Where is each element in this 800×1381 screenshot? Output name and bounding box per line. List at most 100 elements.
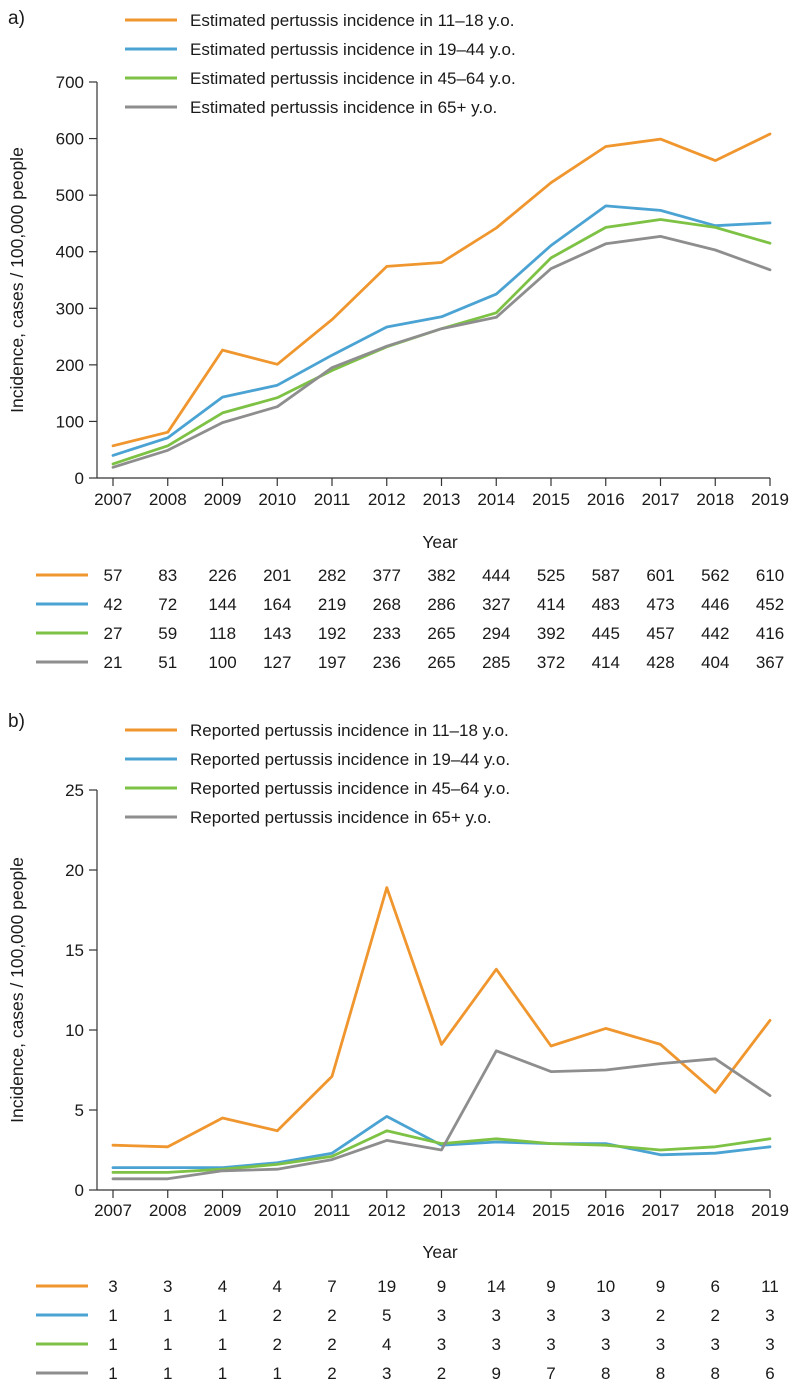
table-cell: 444 bbox=[482, 566, 510, 585]
x-tick-label: 2015 bbox=[532, 490, 570, 509]
table-cell: 57 bbox=[104, 566, 123, 585]
table-cell: 201 bbox=[263, 566, 291, 585]
x-tick-label: 2018 bbox=[696, 490, 734, 509]
x-tick-label: 2007 bbox=[94, 490, 132, 509]
table-cell: 446 bbox=[701, 595, 729, 614]
table-cell: 51 bbox=[158, 653, 177, 672]
series-line-s4564 bbox=[111, 1129, 772, 1174]
table-cell: 118 bbox=[209, 624, 236, 643]
table-cell: 127 bbox=[263, 653, 291, 672]
legend-label: Reported pertussis incidence in 45–64 y.… bbox=[190, 779, 510, 798]
table-cell: 483 bbox=[592, 595, 620, 614]
table-cell: 3 bbox=[765, 1306, 774, 1325]
chart-panel-a: a) 0 100 200 300 400 500 600 700 2007 2008 2009 2010… bbox=[7, 8, 789, 672]
table-cell: 6 bbox=[711, 1277, 720, 1296]
x-tick-label: 2009 bbox=[204, 1201, 242, 1220]
y-tick-label: 600 bbox=[56, 130, 84, 149]
y-tick-label: 15 bbox=[65, 941, 84, 960]
table-cell: 4 bbox=[382, 1335, 391, 1354]
x-tick-label: 2010 bbox=[258, 490, 296, 509]
series-line-s65 bbox=[111, 1049, 772, 1181]
x-tick-label: 2014 bbox=[477, 1201, 515, 1220]
legend-label: Estimated pertussis incidence in 11–18 y… bbox=[190, 11, 514, 30]
legend-label: Estimated pertussis incidence in 65+ y.o… bbox=[190, 98, 497, 117]
table-cell: 9 bbox=[492, 1364, 501, 1381]
table-cell: 382 bbox=[427, 566, 455, 585]
table-cell: 3 bbox=[601, 1306, 610, 1325]
table-cell: 457 bbox=[646, 624, 674, 643]
x-tick-label: 2014 bbox=[477, 490, 515, 509]
legend-label: Reported pertussis incidence in 11–18 y.… bbox=[190, 721, 509, 740]
series-line-s1118 bbox=[111, 886, 772, 1149]
table-cell: 11 bbox=[761, 1277, 779, 1296]
table-cell: 601 bbox=[646, 566, 674, 585]
table-cell: 21 bbox=[104, 653, 123, 672]
x-tick-label: 2019 bbox=[751, 1201, 789, 1220]
table-cell: 1 bbox=[218, 1364, 227, 1381]
y-tick-label: 25 bbox=[65, 781, 84, 800]
table-cell: 197 bbox=[318, 653, 346, 672]
series-line-s1944 bbox=[111, 1115, 772, 1169]
x-tick-label: 2009 bbox=[204, 490, 242, 509]
table-cell: 42 bbox=[104, 595, 123, 614]
table-cell: 2 bbox=[327, 1364, 336, 1381]
legend-label: Reported pertussis incidence in 65+ y.o. bbox=[190, 808, 492, 827]
table-cell: 4 bbox=[273, 1277, 282, 1296]
y-tick-label: 700 bbox=[56, 73, 84, 92]
table-cell: 3 bbox=[163, 1277, 172, 1296]
table-cell: 144 bbox=[208, 595, 236, 614]
table-cell: 473 bbox=[646, 595, 674, 614]
y-tick-label: 5 bbox=[75, 1101, 84, 1120]
x-tick-label: 2016 bbox=[587, 490, 625, 509]
table-cell: 414 bbox=[537, 595, 565, 614]
table-cell: 1 bbox=[163, 1335, 172, 1354]
x-tick-label: 2016 bbox=[587, 1201, 625, 1220]
series-line-s1944 bbox=[111, 204, 772, 457]
table-cell: 3 bbox=[492, 1335, 501, 1354]
x-tick-label: 2013 bbox=[423, 1201, 461, 1220]
x-tick-label: 2017 bbox=[642, 1201, 680, 1220]
x-tick-label: 2015 bbox=[532, 1201, 570, 1220]
panel-label: b) bbox=[8, 711, 25, 732]
legend-label: Reported pertussis incidence in 19–44 y.… bbox=[190, 750, 510, 769]
y-tick-label: 0 bbox=[75, 1181, 84, 1200]
table-cell: 587 bbox=[592, 566, 620, 585]
x-axis-label: Year bbox=[422, 1242, 458, 1262]
table-cell: 19 bbox=[377, 1277, 396, 1296]
table-cell: 1 bbox=[273, 1364, 282, 1381]
table-cell: 562 bbox=[701, 566, 729, 585]
table-cell: 9 bbox=[437, 1277, 446, 1296]
x-tick-label: 2018 bbox=[696, 1201, 734, 1220]
table-cell: 72 bbox=[158, 595, 177, 614]
table-cell: 2 bbox=[273, 1306, 282, 1325]
series-line-s65 bbox=[111, 234, 772, 469]
y-tick-label: 20 bbox=[65, 861, 84, 880]
x-axis-label: Year bbox=[422, 532, 458, 552]
x-tick-label: 2013 bbox=[423, 490, 461, 509]
table-cell: 192 bbox=[318, 624, 346, 643]
table-cell: 3 bbox=[711, 1335, 720, 1354]
table-cell: 219 bbox=[318, 595, 346, 614]
y-tick-label: 500 bbox=[56, 186, 84, 205]
table-cell: 452 bbox=[756, 595, 784, 614]
legend-label: Estimated pertussis incidence in 19–44 y… bbox=[190, 40, 516, 59]
x-tick-label: 2007 bbox=[94, 1201, 132, 1220]
table-cell: 14 bbox=[487, 1277, 506, 1296]
table-cell: 2 bbox=[437, 1364, 446, 1381]
table-cell: 8 bbox=[711, 1364, 720, 1381]
table-cell: 265 bbox=[427, 653, 455, 672]
table-cell: 3 bbox=[656, 1335, 665, 1354]
table-cell: 442 bbox=[701, 624, 729, 643]
table-cell: 8 bbox=[601, 1364, 610, 1381]
table-cell: 1 bbox=[163, 1364, 172, 1381]
y-tick-label: 10 bbox=[65, 1021, 84, 1040]
y-tick-label: 100 bbox=[56, 412, 84, 431]
table-cell: 610 bbox=[756, 566, 784, 585]
table-cell: 377 bbox=[373, 566, 401, 585]
table-cell: 414 bbox=[592, 653, 620, 672]
table-cell: 4 bbox=[218, 1277, 227, 1296]
x-tick-label: 2011 bbox=[314, 1201, 351, 1220]
table-cell: 327 bbox=[482, 595, 510, 614]
table-cell: 3 bbox=[492, 1306, 501, 1325]
y-tick-label: 400 bbox=[56, 243, 84, 262]
